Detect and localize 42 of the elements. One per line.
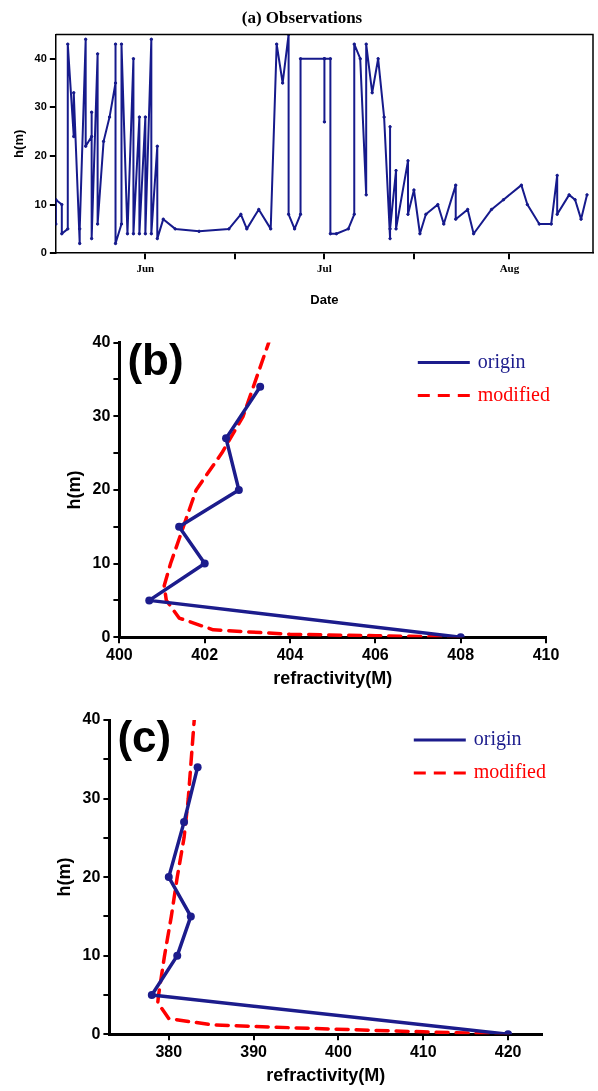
y-tick-label: 10 bbox=[34, 197, 47, 210]
legend-label: origin bbox=[477, 349, 526, 373]
y-tick-label: 20 bbox=[92, 480, 111, 498]
y-tick-label: 40 bbox=[34, 51, 47, 64]
y-tick-label: 40 bbox=[82, 710, 101, 728]
y-tick-label: 0 bbox=[40, 246, 47, 259]
x-axis-title: Date bbox=[310, 291, 339, 307]
x-tick-label: 400 bbox=[325, 1043, 352, 1061]
x-tick-label: 408 bbox=[447, 646, 475, 664]
x-tick-label: Aug bbox=[499, 261, 520, 274]
legend-label: origin bbox=[473, 727, 522, 751]
y-tick-label: 0 bbox=[101, 627, 111, 645]
x-tick-label: 400 bbox=[106, 646, 133, 664]
x-tick-label: 420 bbox=[494, 1043, 522, 1061]
y-tick-label: 30 bbox=[34, 100, 47, 113]
y-tick-label: 40 bbox=[92, 333, 111, 351]
y-tick-label: 20 bbox=[34, 148, 47, 161]
x-tick-label: Jul bbox=[317, 261, 332, 274]
x-tick-label: 402 bbox=[191, 646, 219, 664]
x-tick-label: 380 bbox=[155, 1043, 183, 1061]
chart-title: (a) Observations bbox=[241, 7, 363, 27]
x-tick-label: Jun bbox=[136, 261, 155, 274]
chart-title: (c) bbox=[117, 712, 172, 762]
x-tick-label: 410 bbox=[409, 1043, 437, 1061]
legend-label: modified bbox=[477, 382, 551, 405]
x-tick-label: 406 bbox=[362, 646, 389, 664]
x-tick-label: 404 bbox=[276, 646, 304, 664]
x-axis-title: refractivity(M) bbox=[273, 668, 393, 689]
y-tick-label: 10 bbox=[82, 946, 101, 964]
x-tick-label: 410 bbox=[532, 646, 560, 664]
y-tick-label: 30 bbox=[82, 788, 101, 806]
x-axis-title: refractivity(M) bbox=[266, 1065, 386, 1086]
y-tick-label: 30 bbox=[92, 406, 111, 424]
y-axis-title: h(m) bbox=[11, 129, 27, 158]
legend-label: modified bbox=[473, 760, 547, 783]
y-tick-label: 20 bbox=[82, 867, 101, 885]
y-axis-title: h(m) bbox=[63, 470, 84, 510]
chart-title: (b) bbox=[127, 334, 184, 384]
y-axis-title: h(m) bbox=[53, 857, 74, 897]
y-tick-label: 0 bbox=[91, 1024, 101, 1042]
y-tick-label: 10 bbox=[92, 553, 111, 571]
x-tick-label: 390 bbox=[240, 1043, 268, 1061]
